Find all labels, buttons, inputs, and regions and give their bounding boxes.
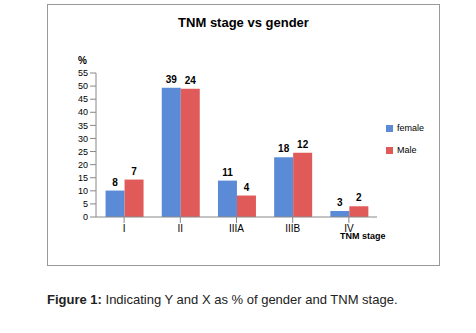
svg-text:7: 7 <box>131 166 137 177</box>
svg-text:39: 39 <box>166 74 178 85</box>
svg-text:25: 25 <box>78 147 88 157</box>
svg-text:IIIB: IIIB <box>285 223 300 234</box>
svg-text:40: 40 <box>78 107 88 117</box>
svg-text:0: 0 <box>83 212 88 222</box>
svg-text:50: 50 <box>78 81 88 91</box>
svg-text:45: 45 <box>78 94 88 104</box>
svg-text:8: 8 <box>112 177 118 188</box>
svg-text:11: 11 <box>222 167 233 178</box>
svg-text:55: 55 <box>78 68 88 78</box>
svg-text:4: 4 <box>244 182 250 193</box>
svg-text:12: 12 <box>297 139 309 150</box>
svg-text:II: II <box>178 223 184 234</box>
svg-text:2: 2 <box>356 192 362 203</box>
html-text:Figure 1: Indicating Y and X a: Figure 1: Indicating Y and X as % of gen… <box>47 292 398 307</box>
svg-text:10: 10 <box>78 186 88 196</box>
html-text:TNM stage vs gender: TNM stage vs gender <box>178 15 309 30</box>
svg-text:5: 5 <box>83 199 88 209</box>
svg-text:IIIA: IIIA <box>229 223 244 234</box>
svg-text:15: 15 <box>78 173 88 183</box>
svg-text:3: 3 <box>337 197 343 208</box>
svg-text:IV: IV <box>344 223 354 234</box>
svg-text:35: 35 <box>78 121 88 131</box>
html-text:Male: Male <box>397 145 417 155</box>
svg-text:18: 18 <box>278 143 290 154</box>
svg-text:30: 30 <box>78 134 88 144</box>
svg-text:24: 24 <box>185 75 197 86</box>
svg-text:20: 20 <box>78 160 88 170</box>
html-text:female: female <box>397 123 424 133</box>
svg-text:I: I <box>123 223 126 234</box>
html-text:TNM stage: TNM stage <box>340 231 386 241</box>
